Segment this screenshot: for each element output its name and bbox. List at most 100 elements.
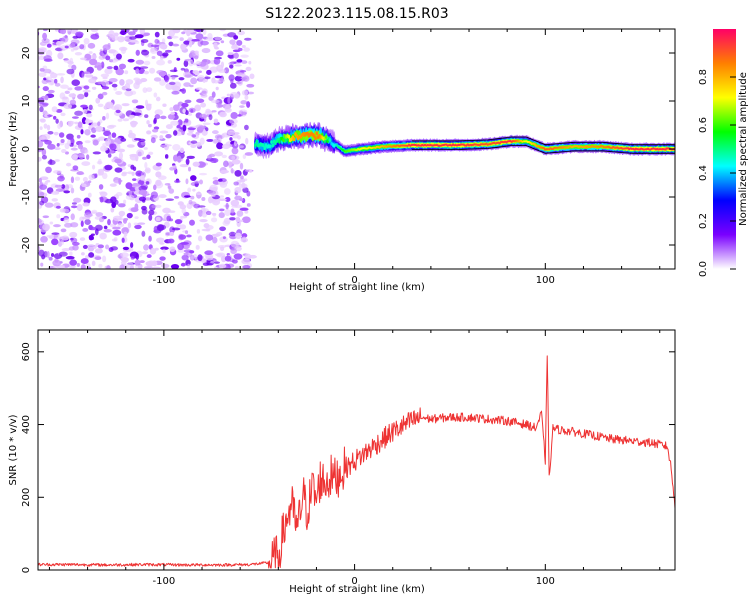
noise-speckle (162, 103, 167, 107)
noise-speckle (227, 32, 237, 38)
noise-speckle (238, 145, 244, 149)
noise-speckle (192, 161, 200, 167)
noise-region (38, 29, 257, 269)
noise-speckle (127, 171, 133, 175)
noise-speckle (138, 185, 148, 192)
noise-speckle (201, 196, 206, 202)
noise-speckle (64, 184, 70, 191)
noise-speckle (111, 201, 117, 209)
noise-speckle (95, 212, 104, 217)
noise-speckle (178, 77, 185, 81)
noise-speckle (171, 165, 176, 168)
noise-speckle (227, 53, 234, 59)
noise-speckle (179, 204, 187, 210)
noise-speckle (105, 244, 110, 250)
noise-speckle (172, 43, 180, 47)
noise-speckle (87, 42, 96, 49)
noise-speckle (183, 40, 191, 45)
noise-speckle (109, 143, 117, 151)
noise-speckle (224, 209, 231, 216)
noise-speckle (214, 36, 222, 41)
noise-speckle (227, 130, 237, 136)
snr-ticks: -100 0 100 0 200 400 600 (21, 330, 675, 587)
noise-speckle (87, 192, 92, 198)
noise-speckle (217, 245, 227, 249)
noise-speckle (190, 175, 197, 181)
noise-speckle (81, 161, 91, 167)
noise-speckle (80, 264, 86, 269)
noise-speckle (84, 218, 91, 225)
noise-speckle (167, 185, 172, 190)
noise-speckle (91, 260, 96, 267)
noise-speckle (143, 266, 153, 269)
noise-speckle (155, 216, 161, 222)
noise-speckle (120, 256, 130, 263)
noise-speckle (181, 88, 186, 94)
noise-speckle (164, 49, 172, 53)
noise-speckle (63, 103, 73, 110)
noise-speckle (129, 114, 136, 119)
noise-speckle (148, 151, 154, 155)
noise-speckle (45, 166, 52, 174)
noise-speckle (218, 212, 225, 219)
noise-speckle (132, 178, 137, 181)
noise-speckle (240, 54, 249, 58)
colorbar-tick-label: 0.8 (698, 69, 709, 85)
noise-speckle (138, 189, 148, 195)
noise-speckle (106, 66, 113, 70)
noise-speckle (123, 199, 127, 205)
noise-speckle (144, 99, 149, 107)
noise-speckle (180, 67, 186, 71)
noise-speckle (142, 87, 148, 93)
noise-speckle (190, 144, 197, 149)
noise-speckle (211, 212, 217, 216)
noise-speckle (134, 265, 143, 269)
noise-speckle (70, 222, 79, 228)
noise-speckle (227, 51, 234, 56)
noise-speckle (150, 137, 156, 144)
noise-speckle (118, 177, 122, 185)
noise-speckle (139, 260, 145, 264)
noise-speckle (230, 240, 240, 248)
noise-speckle (70, 205, 78, 209)
noise-speckle (133, 107, 137, 111)
noise-speckle (181, 31, 186, 35)
noise-speckle (209, 66, 219, 73)
noise-speckle (82, 228, 89, 232)
noise-speckle (80, 104, 88, 108)
colorbar-tick-label: 0.4 (698, 165, 709, 181)
noise-speckle (68, 246, 75, 251)
noise-speckle (164, 182, 171, 186)
noise-speckle (113, 87, 117, 91)
noise-speckle (191, 134, 197, 138)
noise-speckle (205, 108, 211, 114)
noise-speckle (94, 224, 103, 231)
noise-speckle (99, 191, 108, 197)
noise-speckle (249, 73, 255, 80)
noise-speckle (248, 169, 253, 173)
noise-speckle (118, 63, 127, 70)
noise-speckle (116, 192, 123, 197)
noise-speckle (54, 191, 60, 194)
noise-speckle (74, 121, 79, 125)
noise-speckle (64, 90, 70, 95)
noise-speckle (124, 83, 131, 90)
noise-speckle (155, 96, 161, 102)
noise-speckle (197, 75, 205, 80)
noise-speckle (98, 263, 103, 269)
noise-speckle (102, 255, 107, 263)
spectrogram-frame (37, 28, 676, 270)
spectrogram-y-tick-label: 0 (21, 146, 32, 152)
noise-speckle (237, 114, 242, 117)
noise-speckle (215, 86, 219, 91)
noise-speckle (71, 241, 80, 246)
noise-speckle (161, 263, 170, 269)
noise-speckle (159, 43, 168, 50)
noise-speckle (240, 175, 244, 180)
noise-speckle (76, 203, 83, 212)
noise-speckle (38, 177, 42, 183)
colorbar-tick-label: 0.2 (698, 213, 709, 229)
noise-speckle (222, 236, 226, 240)
noise-speckle (149, 47, 158, 54)
